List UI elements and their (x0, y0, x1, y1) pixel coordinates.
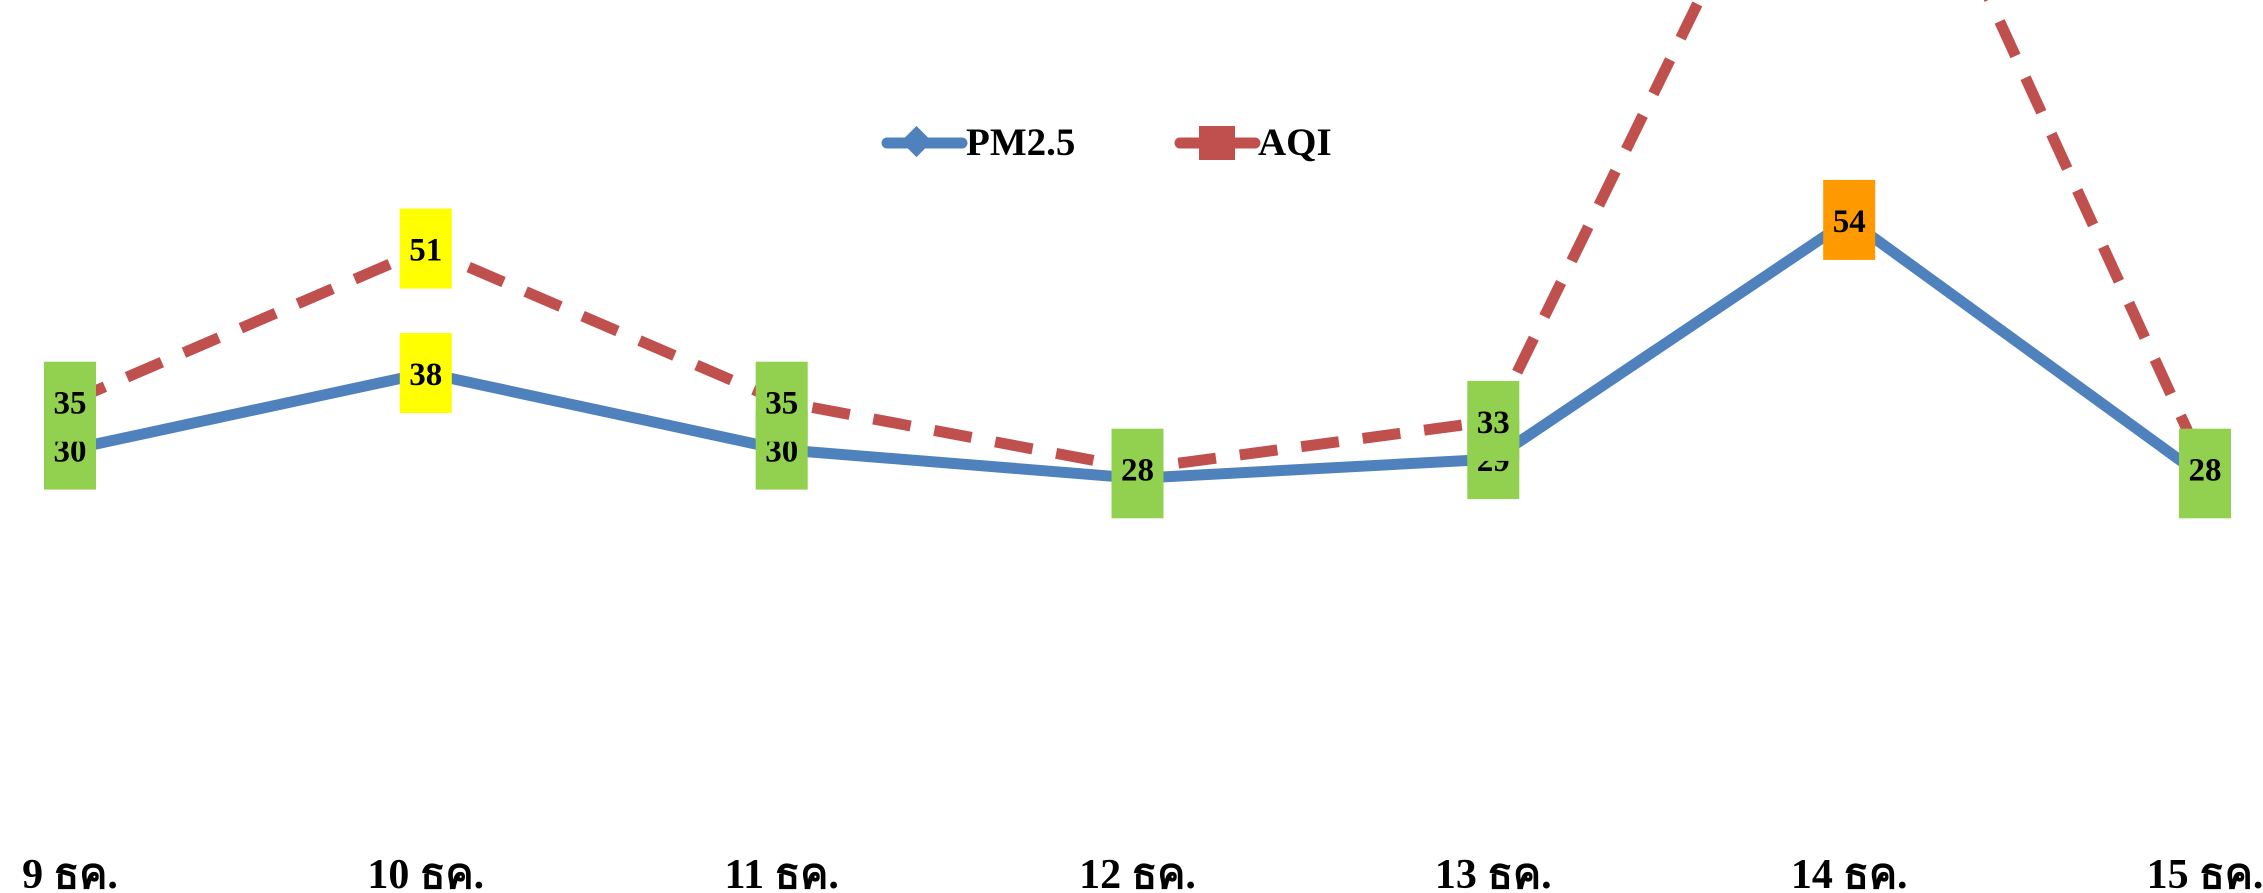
data-label-aqi: 28 (2179, 428, 2231, 509)
legend-item-aqi: AQI (1174, 121, 1332, 164)
data-label-box-pm25 (1823, 179, 1876, 260)
data-label-box-aqi (1467, 380, 1520, 461)
data-label-value-aqi: 33 (1477, 405, 1510, 441)
data-label-aqi: 33 (1467, 380, 1520, 461)
data-label-box-aqi (1111, 428, 1164, 509)
data-label-pm25: 54 (1823, 179, 1876, 260)
data-label-aqi: 51 (399, 208, 452, 289)
series-lines (64, 0, 2211, 484)
x-tick-label: 13 ธค. (1435, 852, 1552, 893)
legend-marker-aqi (1199, 126, 1235, 160)
data-labels: 30383027295427355135283310928 (44, 179, 2231, 519)
legend-marker-pm25 (900, 125, 933, 158)
x-tick-label: 11 ธค. (724, 852, 838, 893)
legend-item-pm25: PM2.5 (881, 121, 1075, 164)
x-tick-label: 15 ธค. (2147, 852, 2263, 893)
data-label-box-aqi (399, 208, 452, 289)
data-label-value-pm25: 38 (409, 357, 442, 393)
data-label-value-aqi: 28 (2189, 453, 2222, 489)
data-label-value-aqi: 28 (1121, 453, 1154, 489)
data-label-box-pm25 (399, 333, 452, 413)
data-label-aqi: 28 (1111, 428, 1164, 509)
legend-label-aqi: AQI (1258, 121, 1332, 164)
data-label-pm25: 38 (399, 333, 452, 413)
data-label-box-aqi (755, 361, 808, 442)
chart-legend: PM2.5 AQI (881, 121, 1332, 164)
x-tick-label: 9 ธค. (22, 852, 118, 893)
x-tick-label: 12 ธค. (1079, 852, 1196, 893)
data-label-value-aqi: 35 (54, 386, 87, 422)
legend-label-pm25: PM2.5 (966, 121, 1075, 164)
x-tick-label: 10 ธค. (367, 852, 484, 893)
data-label-aqi: 35 (44, 361, 96, 442)
data-label-value-aqi: 35 (765, 386, 798, 422)
data-label-value-pm25: 54 (1833, 204, 1866, 240)
data-label-aqi: 35 (755, 361, 808, 442)
x-axis: 9 ธค. 10 ธค. 11 ธค. 12 ธค. 13 ธค. 14 ธค. 15 ธค… (22, 852, 2263, 893)
data-label-box-aqi (44, 361, 96, 442)
data-label-value-aqi: 51 (409, 233, 442, 269)
data-label-box-aqi (2179, 428, 2231, 509)
series-line-aqi (67, 0, 2210, 475)
x-tick-label: 14 ธค. (1791, 852, 1908, 893)
